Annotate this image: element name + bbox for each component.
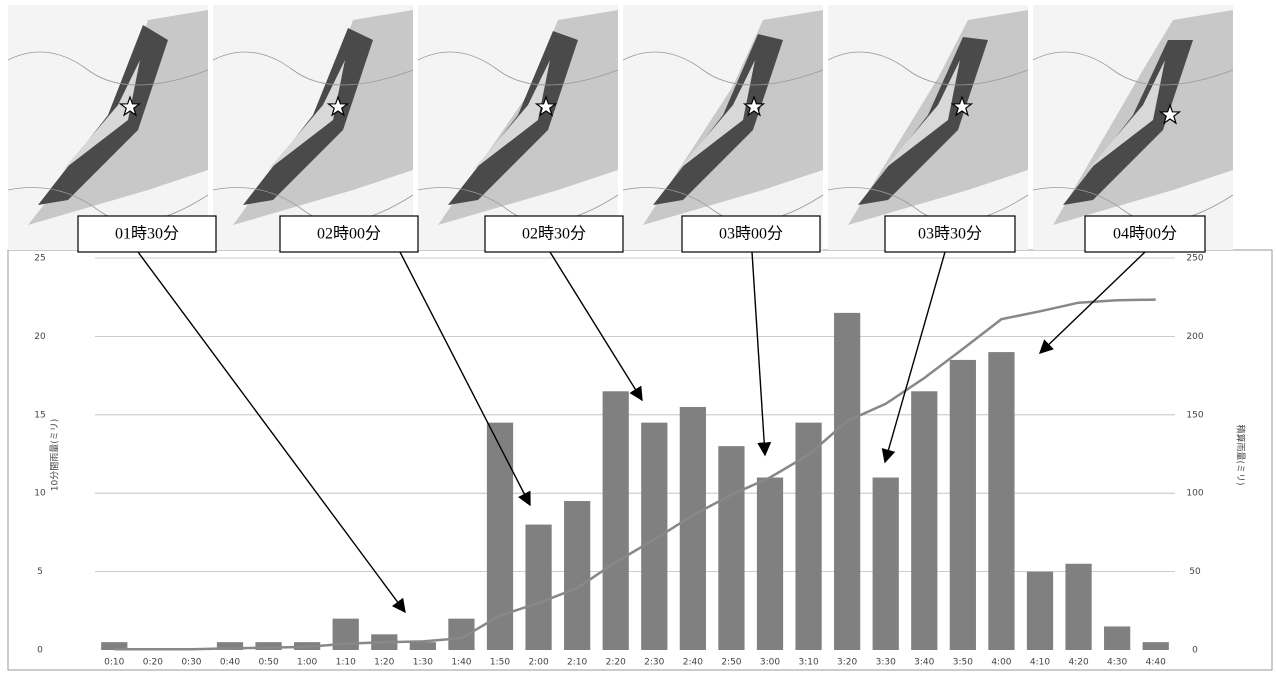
y-tick-label: 0 xyxy=(37,646,43,656)
y-tick-label: 15 xyxy=(34,410,45,420)
x-tick-label: 1:30 xyxy=(413,658,433,668)
x-tick-label: 1:50 xyxy=(490,658,510,668)
x-tick-label: 4:20 xyxy=(1068,658,1088,668)
x-tick-label: 4:40 xyxy=(1146,658,1166,668)
bar xyxy=(988,352,1014,650)
bar xyxy=(1027,572,1053,650)
x-tick-label: 2:20 xyxy=(606,658,626,668)
annotation-arrow xyxy=(1040,252,1145,353)
x-tick-label: 0:10 xyxy=(104,658,124,668)
y2-tick-label: 100 xyxy=(1186,489,1203,499)
bar xyxy=(641,423,667,650)
annotation-arrow xyxy=(138,252,405,612)
x-tick-label: 4:00 xyxy=(991,658,1011,668)
bar xyxy=(834,313,860,650)
y2-axis-label: 積算雨量(ミリ) xyxy=(1235,424,1247,485)
x-tick-label: 3:20 xyxy=(837,658,857,668)
x-tick-label: 2:10 xyxy=(567,658,587,668)
bar xyxy=(1065,564,1091,650)
bar xyxy=(1143,642,1169,650)
x-tick-label: 1:20 xyxy=(374,658,394,668)
x-tick-label: 1:40 xyxy=(451,658,471,668)
y2-tick-label: 0 xyxy=(1192,646,1198,656)
x-tick-label: 1:10 xyxy=(336,658,356,668)
radar-panels xyxy=(8,5,1233,250)
annotation: 02時00分 xyxy=(317,225,381,243)
x-tick-label: 1:00 xyxy=(297,658,317,668)
bar xyxy=(410,642,436,650)
y-axis-label: 10分間雨量(ミリ) xyxy=(50,419,61,491)
x-tick-label: 4:10 xyxy=(1030,658,1050,668)
x-tick-label: 3:10 xyxy=(798,658,818,668)
y-tick-label: 10 xyxy=(34,489,46,499)
bar xyxy=(603,391,629,650)
x-tick-label: 2:40 xyxy=(683,658,703,668)
y2-tick-label: 250 xyxy=(1186,254,1203,264)
bar xyxy=(525,525,551,650)
x-tick-label: 4:30 xyxy=(1107,658,1127,668)
bar xyxy=(911,391,937,650)
annotation: 03時00分 xyxy=(719,225,783,243)
y-tick-label: 5 xyxy=(37,567,43,577)
annotation-arrow xyxy=(400,252,530,505)
bar xyxy=(680,407,706,650)
x-tick-label: 2:30 xyxy=(644,658,664,668)
annotation: 02時30分 xyxy=(522,225,586,243)
bar xyxy=(873,478,899,650)
annotation-arrow xyxy=(752,252,765,455)
y2-tick-label: 200 xyxy=(1186,332,1203,342)
annotation: 03時30分 xyxy=(918,225,982,243)
x-tick-label: 3:00 xyxy=(760,658,780,668)
x-tick-label: 0:30 xyxy=(181,658,201,668)
x-tick-label: 3:40 xyxy=(914,658,934,668)
x-tick-label: 0:50 xyxy=(258,658,278,668)
y2-tick-label: 150 xyxy=(1186,410,1203,420)
x-tick-label: 0:40 xyxy=(220,658,240,668)
x-tick-label: 0:20 xyxy=(143,658,163,668)
x-tick-label: 3:30 xyxy=(876,658,896,668)
y-tick-label: 20 xyxy=(34,332,46,342)
y2-tick-label: 50 xyxy=(1189,567,1201,577)
bar xyxy=(448,619,474,650)
bar xyxy=(564,501,590,650)
x-tick-label: 2:00 xyxy=(528,658,548,668)
bar xyxy=(950,360,976,650)
annotation-arrow xyxy=(550,252,642,400)
x-tick-label: 3:50 xyxy=(953,658,973,668)
bar xyxy=(718,446,744,650)
annotation: 04時00分 xyxy=(1113,225,1177,243)
annotation: 01時30分 xyxy=(115,225,179,243)
bar xyxy=(757,478,783,650)
y-tick-label: 25 xyxy=(34,254,45,264)
bar xyxy=(1104,626,1130,650)
bar xyxy=(795,423,821,650)
x-tick-label: 2:50 xyxy=(721,658,741,668)
chart: 10分間雨量(ミリ) 積算雨量(ミリ) 05101520250501001502… xyxy=(0,0,1277,672)
